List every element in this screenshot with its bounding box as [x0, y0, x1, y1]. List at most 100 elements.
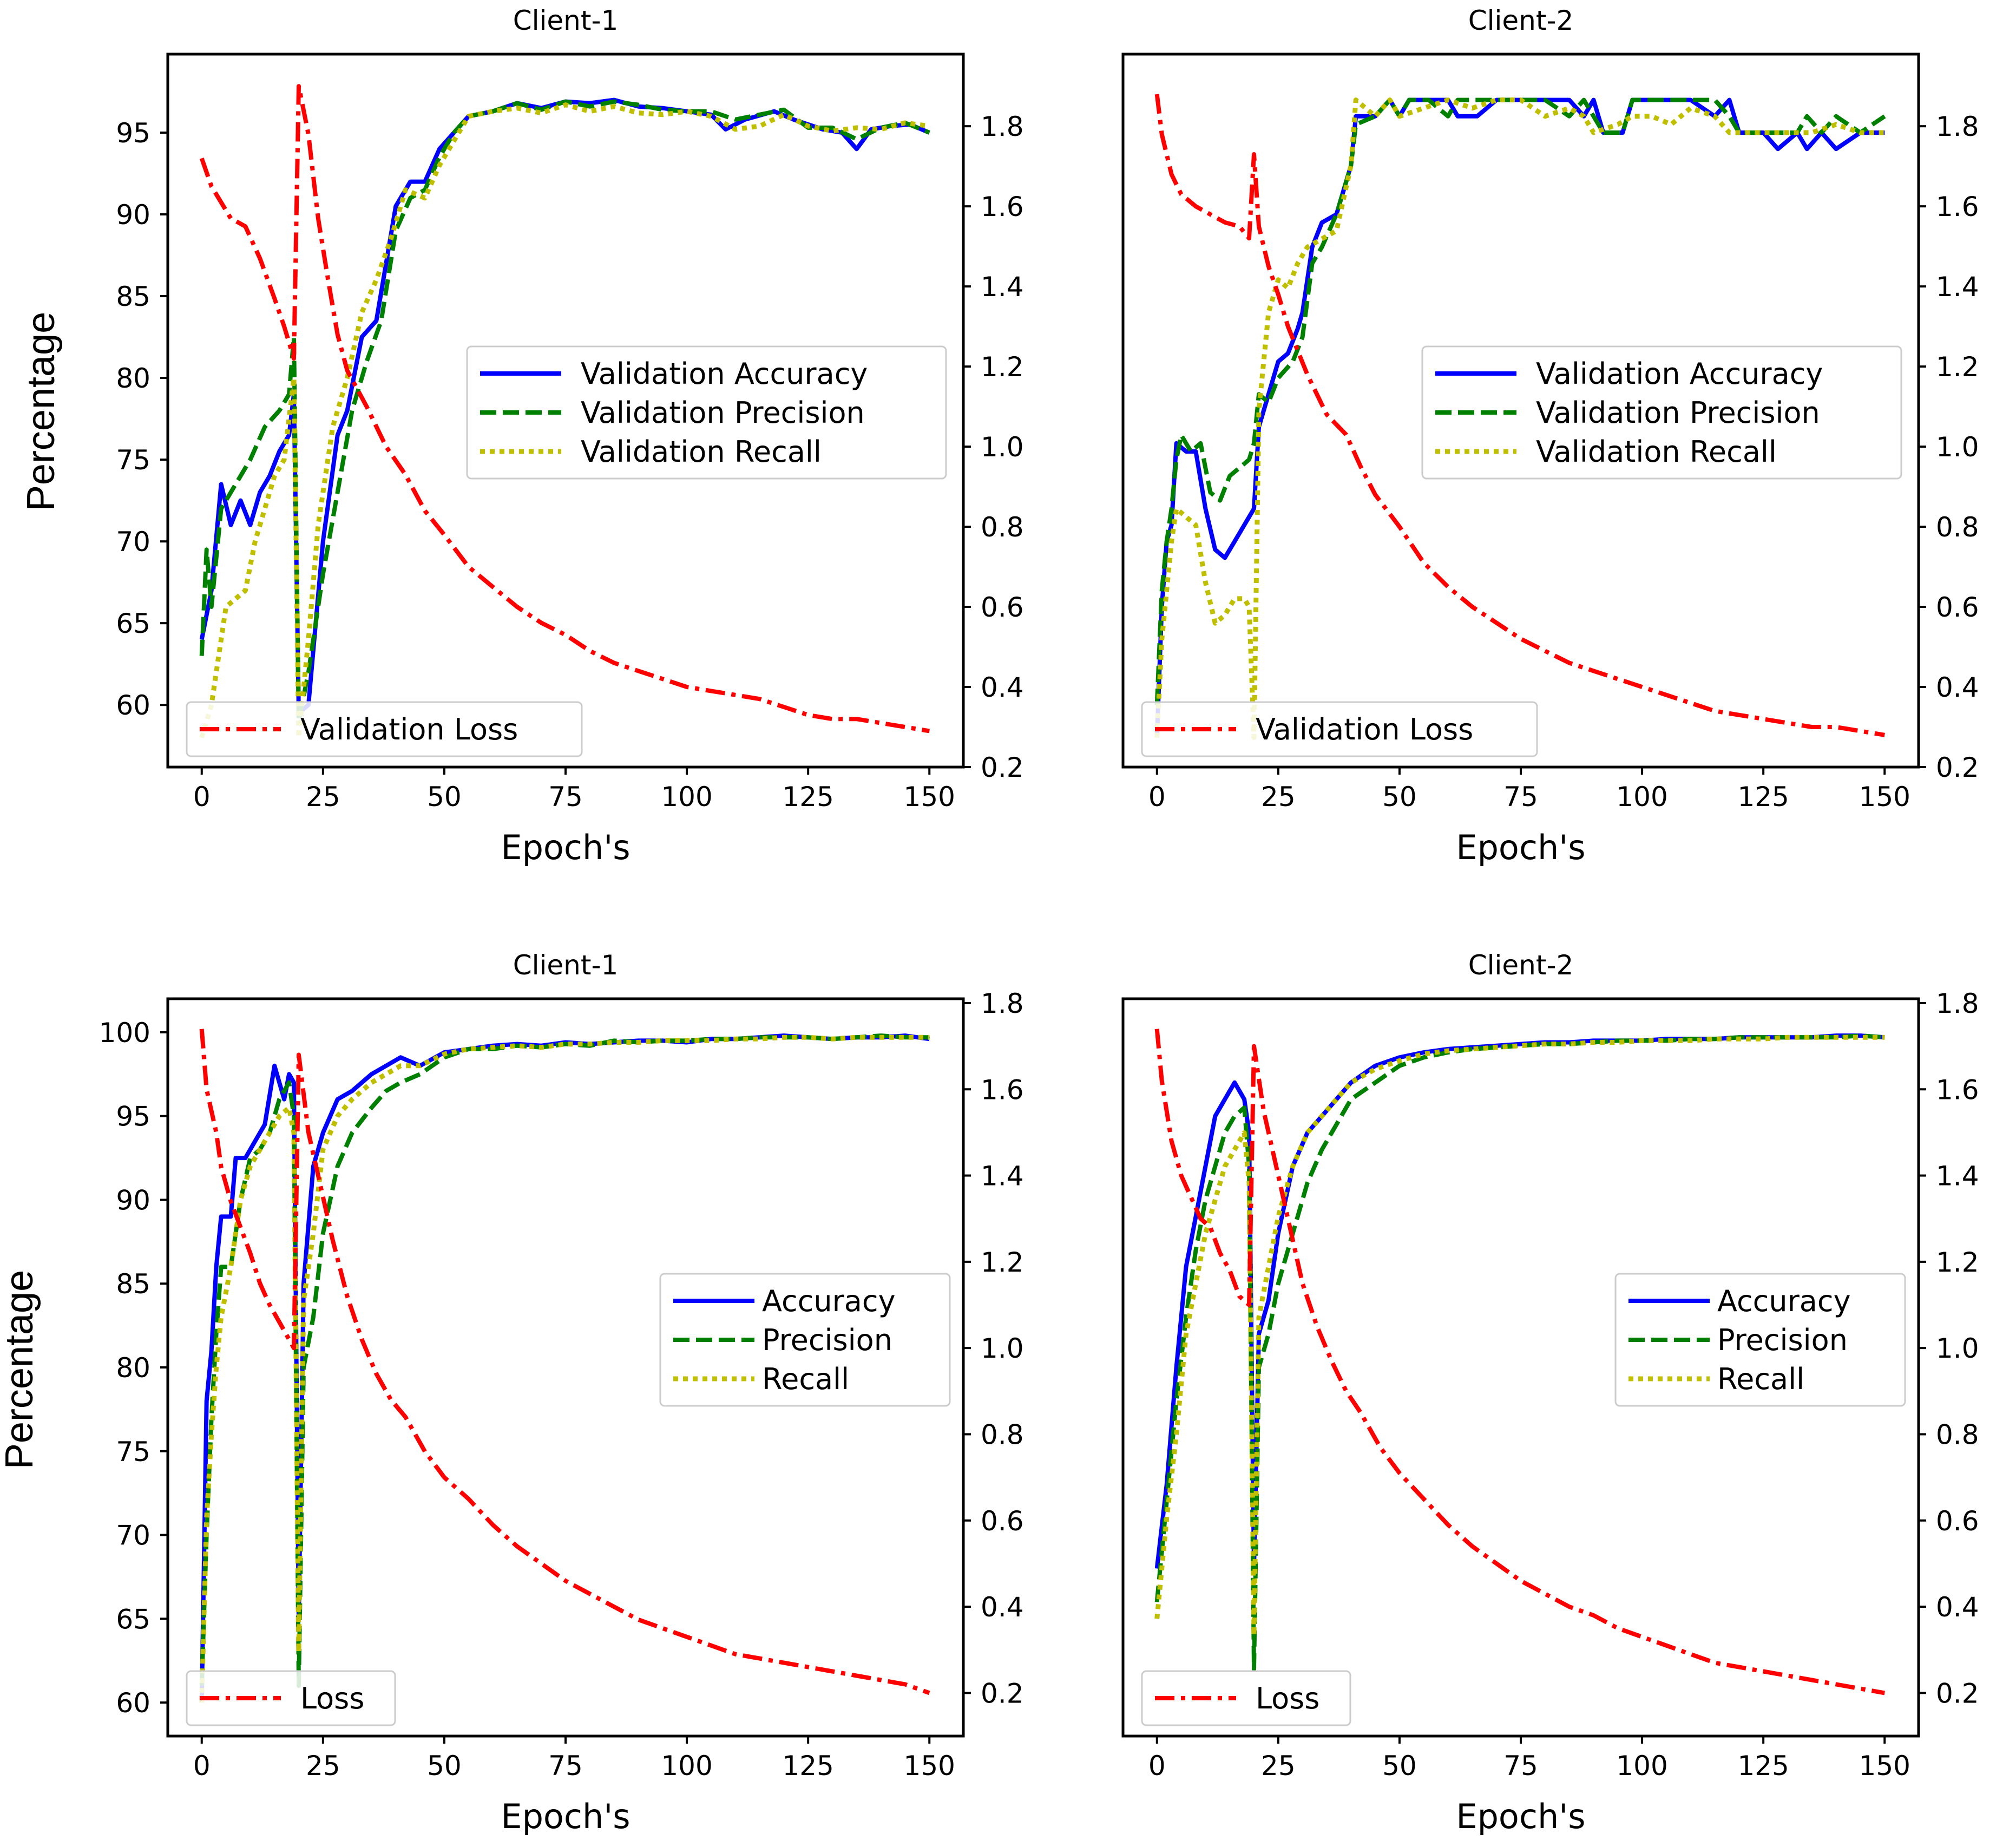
y-tick-label: 60: [116, 690, 150, 721]
y-tick-label: 70: [116, 526, 150, 558]
x-tick-label: 150: [1859, 781, 1910, 813]
series-line-validation-recall: [199, 102, 930, 741]
y-tick-label: 80: [116, 1352, 150, 1384]
legend-box: [659, 1273, 951, 1407]
y2-tick-label: 1.6: [1936, 191, 1979, 222]
series-group: [1154, 1029, 1886, 1695]
y2-tick-label: 1.8: [1936, 988, 1979, 1019]
legend-box: [466, 345, 947, 480]
series-group: [1154, 94, 1886, 741]
x-tick-label: 150: [904, 781, 955, 813]
y-tick-label: 70: [116, 1520, 150, 1551]
legend-box: [1614, 1273, 1906, 1407]
legend-label: Precision: [1717, 1323, 1848, 1357]
legend-main: Accuracy Precision Recall: [659, 1273, 951, 1407]
legend-loss: Validation Loss: [186, 701, 583, 757]
y-tick-label: 65: [116, 1603, 150, 1635]
y2-tick-label: 1.8: [1936, 111, 1979, 142]
y2-tick-label: 1.4: [981, 271, 1024, 303]
y2-tick-label: 0.6: [1936, 1505, 1979, 1537]
y2-tick-label: 1.2: [981, 1247, 1024, 1278]
legend-box: [1141, 701, 1538, 757]
legend-box: [186, 701, 583, 757]
x-tick-label: 100: [661, 1750, 712, 1782]
legend-label: Validation Accuracy: [1536, 357, 1823, 391]
y2-tick-label: 0.6: [981, 592, 1024, 623]
series-line-validation-precision: [199, 99, 930, 724]
y2-tick-label: 1.4: [981, 1161, 1024, 1192]
y2-tick-label: 0.6: [1936, 592, 1979, 623]
y-axis-title: Percentage: [19, 312, 63, 511]
y2-tick-label: 0.2: [981, 752, 1024, 783]
y2-tick-label: 0.2: [1936, 752, 1979, 783]
legend-loss: Loss: [1141, 1670, 1351, 1726]
legend-loss: Validation Loss: [1141, 701, 1538, 757]
x-tick-label: 25: [306, 1750, 340, 1782]
y2-tick-label: 0.2: [1936, 1678, 1979, 1709]
legend-label: Loss: [1256, 1681, 1319, 1715]
x-tick-label: 75: [1503, 1750, 1538, 1782]
y2-tick-label: 0.4: [1936, 672, 1979, 703]
x-tick-label: 125: [782, 1750, 833, 1782]
x-tick-label: 75: [548, 781, 583, 813]
legend-label: Validation Accuracy: [581, 357, 868, 391]
x-axis-title: Epoch's: [1456, 1797, 1585, 1836]
x-tick-label: 50: [1382, 781, 1417, 813]
y-tick-label: 95: [116, 117, 150, 149]
legend-label: Validation Recall: [581, 435, 822, 469]
x-tick-label: 150: [1859, 1750, 1910, 1782]
y2-tick-label: 0.8: [1936, 512, 1979, 543]
series-line-validation-precision: [1154, 97, 1886, 705]
series-group: [199, 84, 930, 741]
legend-loss: Loss: [186, 1670, 396, 1726]
y2-tick-label: 0.4: [981, 672, 1024, 703]
legend-label: Recall: [1717, 1362, 1804, 1396]
y2-tick-label: 0.8: [981, 1419, 1024, 1450]
legend-label: Recall: [762, 1362, 849, 1396]
legend-main: Accuracy Precision Recall: [1614, 1273, 1906, 1407]
y-tick-label: 85: [116, 1268, 150, 1300]
x-tick-label: 50: [427, 781, 462, 813]
x-tick-label: 25: [306, 781, 340, 813]
y-tick-label: 85: [116, 281, 150, 312]
x-tick-label: 125: [782, 781, 833, 813]
series-line-validation-loss: [199, 84, 930, 734]
y2-tick-label: 0.2: [981, 1678, 1024, 1709]
y2-tick-label: 1.8: [981, 988, 1024, 1019]
y-tick-label: 60: [116, 1687, 150, 1719]
series-line-recall: [1154, 1034, 1885, 1638]
y-tick-label: 80: [116, 363, 150, 394]
y2-tick-label: 0.8: [981, 512, 1024, 543]
x-tick-label: 50: [1382, 1750, 1417, 1782]
legend-label: Validation Recall: [1536, 435, 1777, 469]
x-tick-label: 100: [661, 781, 712, 813]
y2-tick-label: 1.6: [1936, 1074, 1979, 1105]
y-tick-label: 95: [116, 1101, 150, 1132]
legend-label: Validation Loss: [300, 712, 518, 747]
x-tick-label: 100: [1616, 781, 1667, 813]
y2-tick-label: 1.6: [981, 191, 1024, 222]
legend-label: Accuracy: [1717, 1284, 1851, 1318]
y2-tick-label: 1.4: [1936, 1161, 1979, 1192]
x-tick-label: 50: [427, 1750, 462, 1782]
legend-label: Validation Precision: [1536, 396, 1820, 430]
legend-box: [1141, 1670, 1351, 1726]
x-tick-label: 0: [193, 781, 211, 813]
x-tick-label: 75: [548, 1750, 583, 1782]
x-tick-label: 25: [1261, 781, 1296, 813]
chart-panel-1: Client-1 0 25 50 75 100 125 150 60 65 70 75 80 85 90 95…: [19, 5, 1024, 867]
legend-box: [186, 1670, 396, 1726]
y2-tick-label: 1.8: [981, 111, 1024, 142]
y-tick-label: 100: [99, 1017, 150, 1049]
chart-panel-3: Client-1 0 25 50 75 100 125 150 60 65 70 75 80 85 90 95…: [0, 950, 1024, 1836]
y2-tick-label: 1.0: [1936, 431, 1979, 463]
y-tick-label: 75: [116, 444, 150, 476]
x-tick-label: 75: [1503, 781, 1538, 813]
y2-tick-label: 0.4: [981, 1592, 1024, 1623]
legend-main: Validation Accuracy Validation Precision V…: [1421, 345, 1902, 480]
chart-title: Client-2: [1468, 5, 1574, 36]
legend-box: [1421, 345, 1902, 480]
y2-tick-label: 1.4: [1936, 271, 1979, 303]
series-line-validation-recall: [1154, 97, 1885, 741]
